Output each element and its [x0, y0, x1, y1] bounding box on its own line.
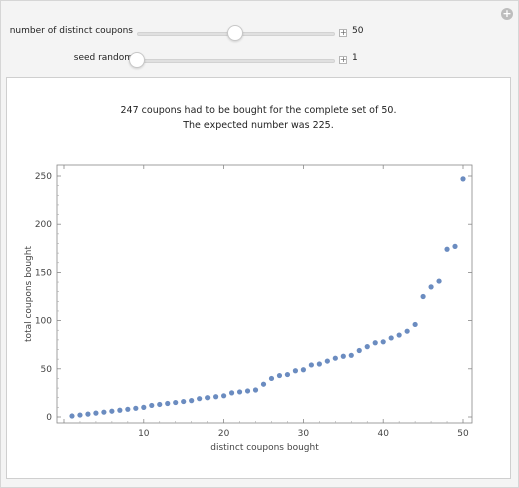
data-point [332, 355, 338, 361]
data-point [221, 393, 227, 399]
data-point [380, 339, 386, 345]
coupons-control-row: number of distinct coupons + 50 [0, 23, 519, 43]
coupons-slider-label: number of distinct coupons [9, 26, 133, 36]
data-point [252, 387, 259, 393]
coupons-value: 50 [352, 26, 364, 36]
x-tick-label: 50 [457, 429, 469, 439]
seed-slider-track[interactable] [137, 59, 335, 63]
data-point [181, 398, 187, 405]
data-point [444, 246, 450, 252]
data-point [340, 353, 346, 359]
x-axis-ticks: 10 20 30 40 50 [63, 165, 469, 439]
data-point [244, 388, 251, 394]
data-point [141, 404, 147, 410]
seed-slider-label: seed random [73, 53, 133, 63]
y-tick-label: 150 [35, 268, 52, 278]
data-point [364, 344, 370, 350]
scatter-chart: 0 50 100 150 200 250 10 20 30 40 50 distinct coup… [24, 164, 473, 453]
data-point [436, 278, 442, 284]
y-tick-label: 100 [35, 317, 52, 327]
data-point [157, 401, 163, 408]
data-point [372, 340, 378, 346]
data-point [284, 371, 291, 378]
data-point [213, 394, 219, 400]
data-point [149, 402, 155, 409]
x-tick-label: 20 [218, 429, 230, 439]
data-point [412, 321, 418, 328]
data-point [268, 375, 275, 382]
seed-slider-thumb[interactable] [129, 52, 145, 68]
data-point [308, 362, 314, 368]
coupons-slider-thumb[interactable] [227, 25, 243, 41]
data-point [236, 389, 243, 395]
seed-value: 1 [352, 53, 358, 63]
x-axis-label: distinct coupons bought [210, 443, 319, 453]
result-text: 247 coupons had to be bought for the com… [120, 105, 397, 116]
y-tick-label: 50 [41, 365, 53, 375]
expand-icon[interactable]: + [501, 7, 513, 20]
data-points [69, 176, 466, 419]
data-point [205, 395, 211, 401]
seed-control-row: seed random + 1 [0, 50, 519, 70]
data-point [101, 409, 107, 415]
data-point [69, 413, 75, 419]
data-point [460, 176, 466, 182]
data-point [85, 411, 91, 417]
data-point [77, 412, 83, 418]
coupons-plus-icon[interactable]: + [339, 28, 347, 37]
data-point [189, 398, 195, 404]
x-tick-label: 10 [138, 429, 150, 439]
data-point [356, 347, 362, 354]
data-point [300, 367, 306, 373]
data-point [404, 328, 410, 334]
data-point [197, 396, 203, 402]
plot-frame [56, 164, 473, 424]
data-point [388, 335, 394, 341]
y-axis-label: total coupons bought [24, 246, 34, 342]
data-point [165, 400, 171, 407]
output-panel: 247 coupons had to be bought for the com… [6, 77, 511, 479]
data-point [109, 408, 115, 414]
data-point [428, 284, 434, 290]
data-point [228, 390, 235, 396]
x-tick-label: 30 [298, 429, 310, 439]
y-tick-label: 200 [35, 220, 52, 230]
data-point [292, 368, 299, 374]
data-point [396, 332, 402, 338]
data-point [276, 372, 283, 379]
data-point [173, 399, 179, 406]
data-point [260, 381, 267, 387]
y-tick-label: 0 [46, 413, 52, 423]
data-point [117, 407, 123, 413]
data-point [133, 405, 139, 411]
data-point [316, 361, 322, 367]
seed-plus-icon[interactable]: + [339, 55, 347, 64]
data-point [324, 358, 330, 364]
data-point [125, 406, 131, 412]
y-axis-ticks: 0 50 100 150 200 250 [35, 172, 472, 423]
x-tick-label: 40 [377, 429, 389, 439]
data-point [420, 293, 426, 300]
y-tick-label: 250 [35, 172, 52, 182]
expected-text: The expected number was 225. [183, 120, 334, 131]
data-point [452, 243, 458, 249]
data-point [93, 410, 99, 416]
data-point [348, 352, 354, 358]
